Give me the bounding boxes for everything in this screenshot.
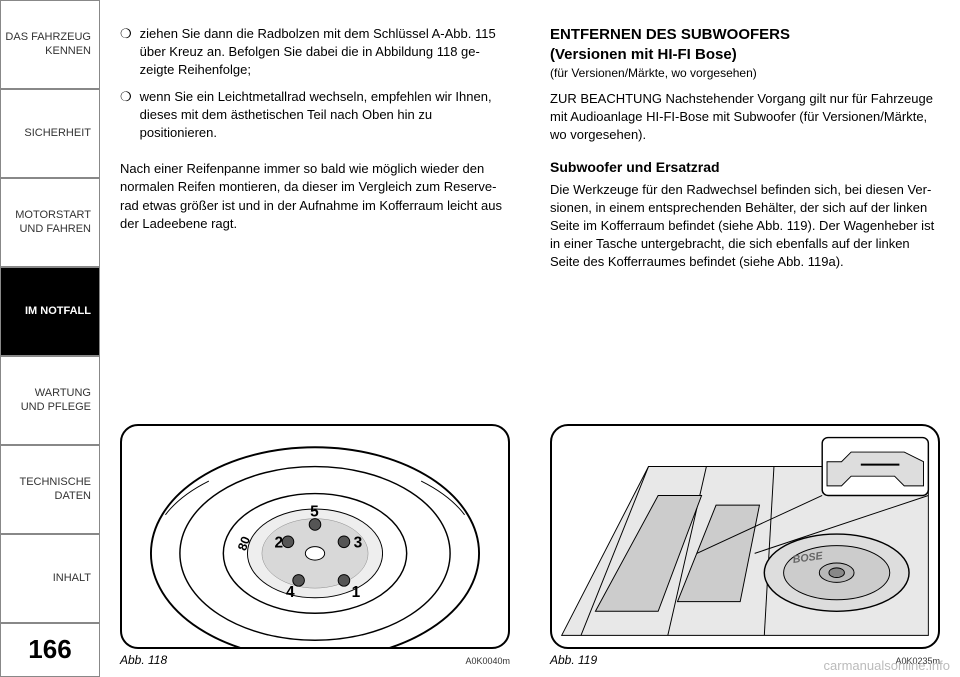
section-title: Subwoofer und Ersatzrad — [550, 159, 940, 175]
page-number: 166 — [0, 623, 100, 677]
sidebar-label: DAS FAHRZEUGKENNEN — [5, 30, 91, 59]
figure-label: Abb. 118 — [120, 653, 167, 667]
bolt-label-1: 1 — [352, 584, 361, 601]
figure-code: A0K0040m — [465, 656, 510, 666]
sidebar-item-wartung[interactable]: WARTUNGUND PFLEGE — [0, 356, 100, 445]
bullet-list: ❍ziehen Sie dann die Radbolzen mit dem S… — [120, 25, 510, 150]
sidebar-label: TECHNISCHEDATEN — [19, 475, 91, 504]
figure-label: Abb. 119 — [550, 653, 597, 667]
bullet-icon: ❍ — [120, 25, 132, 80]
sidebar-label: WARTUNGUND PFLEGE — [21, 386, 91, 415]
wheel-diagram: 1 2 3 4 5 80 — [122, 426, 508, 647]
sidebar-item-sicherheit[interactable]: SICHERHEIT — [0, 89, 100, 178]
bolt-label-3: 3 — [354, 535, 363, 552]
sidebar-nav: DAS FAHRZEUGKENNEN SICHERHEIT MOTORSTART… — [0, 0, 100, 677]
page-content: ❍ziehen Sie dann die Radbolzen mit dem S… — [100, 0, 960, 677]
sidebar-label: SICHERHEIT — [24, 126, 91, 140]
subwoofer-diagram: BOSE — [552, 426, 938, 647]
sidebar-label: IM NOTFALL — [25, 304, 91, 318]
sidebar-label: INHALT — [53, 571, 91, 585]
heading-line1: ENTFERNEN DES SUBWOOFERS — [550, 25, 940, 45]
bullet-item: ❍wenn Sie ein Leichtmetallrad wechseln, … — [120, 88, 510, 143]
paragraph: Nach einer Reifenpanne immer so bald wie… — [120, 160, 510, 233]
subheading: (für Versionen/Märkte, wo vorgesehen) — [550, 66, 940, 80]
sidebar-item-notfall[interactable]: IM NOTFALL — [0, 267, 100, 356]
paragraph: ZUR BEACHTUNG Nachstehender Vorgang gilt… — [550, 90, 940, 145]
left-column: ❍ziehen Sie dann die Radbolzen mit dem S… — [100, 0, 530, 677]
figure-118: 1 2 3 4 5 80 — [120, 424, 510, 649]
bullet-icon: ❍ — [120, 88, 132, 143]
sidebar-label: MOTORSTARTUND FAHREN — [15, 208, 91, 237]
bullet-text: ziehen Sie dann die Radbolzen mit dem Sc… — [140, 25, 510, 80]
figure-118-caption: Abb. 118 A0K0040m — [120, 653, 510, 667]
bullet-text: wenn Sie ein Leichtmetallrad wechseln, e… — [140, 88, 510, 143]
bolt-label-5: 5 — [310, 504, 319, 521]
sidebar-item-inhalt[interactable]: INHALT — [0, 534, 100, 623]
right-column: ENTFERNEN DES SUBWOOFERS (Versionen mit … — [530, 0, 960, 677]
heading-line2: (Versionen mit HI-FI Bose) — [550, 45, 940, 65]
bullet-item: ❍ziehen Sie dann die Radbolzen mit dem S… — [120, 25, 510, 80]
paragraph: Die Werkzeuge für den Radwechsel befinde… — [550, 181, 940, 272]
sidebar-item-technische[interactable]: TECHNISCHEDATEN — [0, 445, 100, 534]
watermark: carmanualsonline.info — [824, 658, 950, 673]
bolt-label-2: 2 — [274, 535, 283, 552]
sidebar-item-fahrzeug[interactable]: DAS FAHRZEUGKENNEN — [0, 0, 100, 89]
figure-119: BOSE — [550, 424, 940, 649]
sidebar-item-motorstart[interactable]: MOTORSTARTUND FAHREN — [0, 178, 100, 267]
bolt-label-4: 4 — [286, 584, 295, 601]
